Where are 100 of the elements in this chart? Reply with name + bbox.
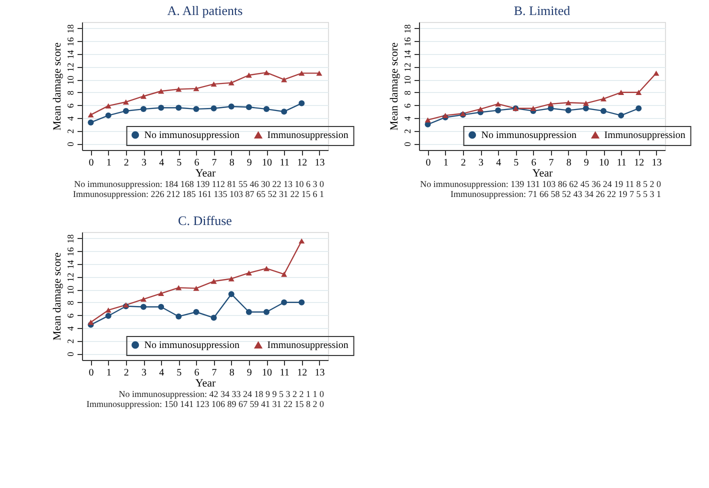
point — [618, 112, 624, 118]
text: Immunosuppression: 71 66 58 52 43 34 26 22 19 7 5 5 3 1 — [450, 189, 661, 199]
point — [264, 106, 270, 112]
point — [316, 70, 322, 76]
y-tick-label: 6 — [66, 312, 76, 318]
legend-label: No immunosuppression — [481, 130, 577, 141]
y-tick-label: 8 — [66, 90, 76, 96]
x-tick-label: 10 — [262, 368, 272, 378]
x-tick-label: 6 — [194, 158, 200, 168]
x-tick-label: 8 — [229, 158, 234, 168]
x-tick-label: 4 — [159, 158, 164, 168]
point — [228, 276, 234, 282]
point — [600, 108, 606, 114]
y-tick-label: 12 — [402, 62, 412, 72]
point — [210, 278, 217, 284]
point — [495, 107, 502, 114]
point — [246, 72, 252, 78]
x-axis-title: Year — [195, 168, 216, 180]
x-tick-label: 0 — [88, 368, 94, 378]
x-tick-label: 10 — [599, 158, 609, 168]
y-tick-label: 10 — [402, 75, 412, 85]
y-tick-label: 12 — [66, 62, 76, 72]
x-tick-label: 3 — [142, 368, 146, 378]
point — [158, 290, 164, 296]
point — [176, 313, 182, 320]
point — [158, 104, 164, 111]
legend-label: Immunosuppression — [267, 340, 348, 352]
y-tick-label: 6 — [402, 102, 412, 108]
y-tick-label: 18 — [66, 24, 76, 34]
point — [298, 299, 305, 306]
point — [193, 86, 200, 92]
y-tick-label: 16 — [66, 246, 76, 256]
point — [264, 70, 270, 76]
point — [176, 86, 182, 92]
y-tick-label: 10 — [66, 285, 76, 295]
x-tick-label: 12 — [297, 368, 308, 378]
point — [228, 103, 234, 110]
point — [281, 77, 288, 82]
x-tick-label: 7 — [212, 368, 217, 378]
x-axis-title: Year — [195, 378, 216, 390]
x-tick-label: 6 — [531, 158, 536, 168]
x-tick-label: 7 — [212, 158, 217, 168]
legend-label: No immunosuppression — [144, 340, 240, 351]
point — [281, 299, 288, 306]
x-tick-label: 3 — [478, 158, 484, 168]
y-tick-label: 0 — [402, 141, 412, 146]
point — [210, 105, 217, 112]
x-tick-label: 4 — [159, 368, 164, 378]
point — [298, 100, 305, 106]
text: No immunosuppression: 139 131 103 86 62 45 36 24 19 11 8 5 2 0 — [420, 179, 662, 189]
chart-title: C. Diffuse — [178, 213, 232, 228]
x-tick-label: 11 — [280, 368, 290, 378]
x-tick-label: 9 — [246, 368, 252, 378]
x-tick-label: 9 — [584, 158, 589, 168]
point — [140, 304, 146, 310]
point — [281, 272, 288, 277]
point — [210, 81, 217, 87]
point — [228, 291, 234, 298]
point — [88, 119, 94, 126]
point — [158, 304, 164, 310]
legend-label: No immunosuppression — [144, 130, 240, 141]
point — [88, 112, 94, 118]
x-tick-label: 5 — [176, 158, 182, 168]
legend-label: Immunosuppression — [267, 130, 348, 142]
point — [548, 101, 554, 107]
y-tick-label: 6 — [66, 102, 76, 108]
x-tick-label: 13 — [652, 158, 662, 168]
x-tick-label: 13 — [314, 368, 325, 378]
text: Immunosuppression: 226 212 185 161 135 103 87 65 52 31 22 15 6 1 — [73, 189, 324, 199]
point — [298, 238, 305, 244]
point — [636, 90, 642, 95]
y-tick-label: 8 — [66, 300, 76, 306]
y-tick-label: 14 — [66, 50, 76, 59]
point — [193, 106, 200, 112]
x-tick-label: 5 — [514, 158, 519, 168]
point — [600, 96, 606, 102]
x-tick-label: 0 — [426, 158, 431, 168]
point — [176, 285, 182, 290]
x-tick-label: 11 — [280, 158, 290, 168]
chart-title: B. Limited — [514, 3, 571, 18]
point — [105, 103, 112, 108]
y-tick-label: 8 — [402, 90, 412, 96]
x-tick-label: 2 — [460, 158, 466, 168]
point — [140, 296, 146, 302]
x-axis-title: Year — [532, 168, 553, 180]
x-tick-label: 2 — [124, 158, 129, 168]
y-tick-label: 16 — [402, 36, 412, 46]
y-axis-title: Mean damage score — [52, 252, 64, 340]
point — [140, 106, 146, 112]
point — [105, 112, 112, 118]
point — [582, 100, 589, 106]
y-tick-label: 12 — [66, 272, 76, 282]
x-tick-label: 13 — [314, 158, 325, 168]
y-tick-label: 10 — [66, 75, 76, 85]
x-tick-label: 5 — [176, 368, 182, 378]
text: No immunosuppression: 42 34 33 24 18 9 9 5 3 2 2 1 1 0 — [118, 389, 324, 399]
point — [653, 70, 660, 76]
point — [582, 105, 589, 112]
point — [424, 117, 431, 123]
y-tick-label: 16 — [66, 36, 76, 46]
